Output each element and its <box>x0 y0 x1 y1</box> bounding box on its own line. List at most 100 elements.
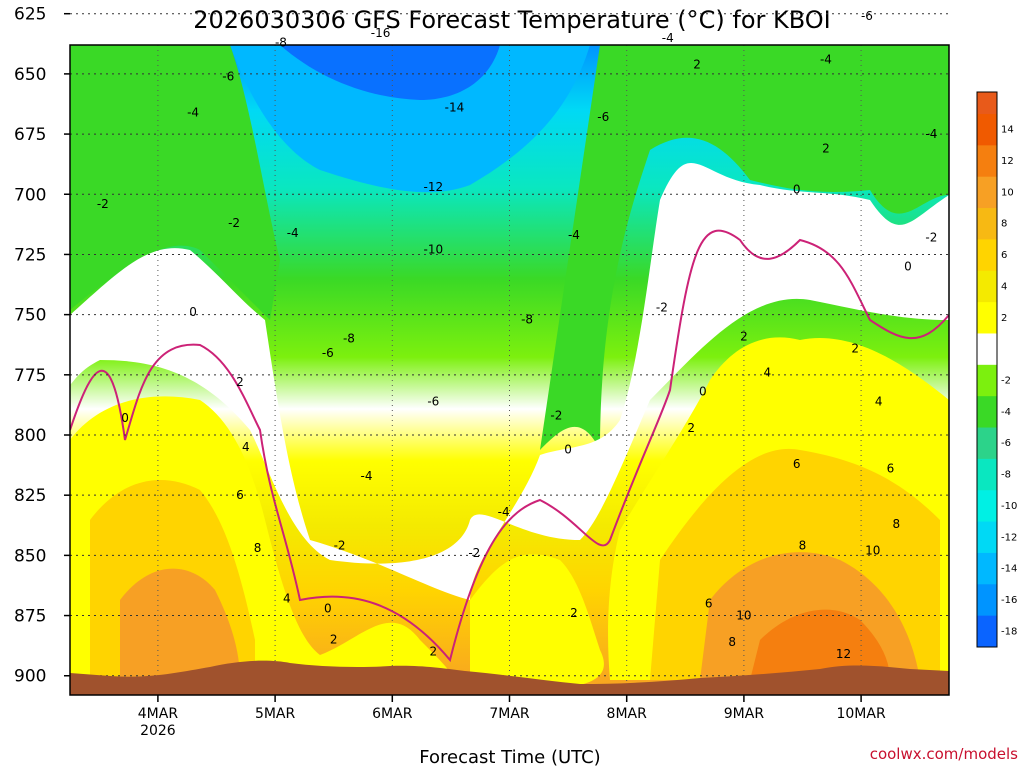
colorbar-label: -14 <box>1001 564 1017 575</box>
contour-label: -6 <box>597 110 609 124</box>
x-axis-title: Forecast Time (UTC) <box>419 747 600 768</box>
colorbar-label: -18 <box>1001 626 1017 637</box>
colorbar-label: 12 <box>1001 156 1014 167</box>
contour-label: -4 <box>498 505 510 519</box>
colorbar-swatch <box>977 396 997 429</box>
y-tick-label: 625 <box>14 5 46 25</box>
y-axis: 625 650 675 700 725 750 775 800 825 850 875 900 <box>14 5 70 687</box>
band-green-upper-left <box>70 45 280 320</box>
contour-label: 12 <box>836 647 851 661</box>
colorbar-swatch <box>977 176 997 209</box>
contour-label: 2 <box>570 606 578 620</box>
y-tick-label: 675 <box>14 125 46 145</box>
band-green-right <box>540 45 949 450</box>
band-coldest <box>280 45 500 100</box>
contour-label: -16 <box>371 26 391 40</box>
contour-label: 6 <box>887 462 895 476</box>
colorbar-label: 14 <box>1001 125 1014 136</box>
contour-label: -4 <box>662 31 674 45</box>
contour-label: 2 <box>429 645 437 659</box>
ground-terrain <box>70 660 949 695</box>
contour-label: 2 <box>687 421 695 435</box>
chart-title: 2026030306 GFS Forecast Temperature (°C)… <box>193 6 831 34</box>
contour-label: 0 <box>699 385 707 399</box>
contour-labels: -16 -14 -12 -10 -8 -8 -8 -6 -6 -6 -6 -6 -4 -4 -4 -4 -4 -4… <box>97 9 938 661</box>
colorbar-label: 2 <box>1001 313 1007 324</box>
band-warmest-right <box>750 609 890 680</box>
contour-label: -2 <box>228 216 240 230</box>
x-tick-label: 7MAR <box>489 706 530 722</box>
colorbar-swatch <box>977 364 997 397</box>
contour-label: -6 <box>222 69 234 83</box>
contour-label: 2 <box>236 375 244 389</box>
colorbar-swatch <box>977 490 997 523</box>
colorbar-swatch <box>977 114 997 146</box>
colorbar-swatch <box>977 208 997 240</box>
colorbar-label: -10 <box>1001 501 1017 512</box>
colorbar-swatch <box>977 458 997 491</box>
x-tick-label: 4MAR <box>138 706 179 722</box>
contour-label: 6 <box>705 597 713 611</box>
contour-label: -4 <box>361 469 373 483</box>
contour-label: -14 <box>445 101 465 115</box>
contour-label: 6 <box>236 488 244 502</box>
contour-label: 8 <box>799 539 807 553</box>
contour-label: -8 <box>521 312 533 326</box>
x-tick-label: 10MAR <box>836 706 885 722</box>
contour-label: 4 <box>242 440 250 454</box>
contour-label: 10 <box>865 544 880 558</box>
y-tick-label: 700 <box>14 185 46 205</box>
band-deep-orange-left <box>120 568 240 680</box>
x-tick-label: 5MAR <box>255 706 296 722</box>
contour-label: 2 <box>822 142 830 156</box>
contour-label: -2 <box>97 197 109 211</box>
zero-degree-contour <box>70 229 949 663</box>
contour-label: 10 <box>736 609 751 623</box>
colorbar-swatch <box>977 145 997 178</box>
band-cold-core <box>230 45 590 193</box>
contour-label: -2 <box>468 546 480 560</box>
contour-label: 0 <box>793 182 801 196</box>
contour-label: -6 <box>861 9 873 23</box>
colorbar: 14 12 10 8 6 4 2 -2 -4 -6 -8 -10 -12 -14 -16 -18 <box>976 91 1017 648</box>
colorbar-label: 10 <box>1001 187 1014 198</box>
contour-label: -2 <box>550 409 562 423</box>
colorbar-label: -8 <box>1001 470 1011 481</box>
colorbar-swatch <box>977 270 997 303</box>
y-tick-label: 650 <box>14 65 46 85</box>
band-white-left <box>70 163 949 600</box>
contour-label: 2 <box>693 57 701 71</box>
contour-label: 8 <box>254 541 262 555</box>
contour-label: -8 <box>343 332 355 346</box>
contour-label: -2 <box>656 300 668 314</box>
colorbar-swatch <box>977 427 997 460</box>
colorbar-label: 8 <box>1001 219 1007 230</box>
contour-label: -4 <box>287 226 299 240</box>
colorbar-swatch <box>977 333 997 366</box>
colorbar-swatch <box>977 521 997 554</box>
contour-label: 0 <box>904 259 912 273</box>
contour-label: 2 <box>851 341 859 355</box>
contour-label: 4 <box>764 365 772 379</box>
credit-text: coolwx.com/models <box>870 745 1018 763</box>
colorbar-frame <box>976 91 998 648</box>
x-tick-label: 8MAR <box>607 706 648 722</box>
contour-label: 4 <box>875 394 883 408</box>
y-tick-label: 900 <box>14 667 46 687</box>
y-tick-label: 850 <box>14 546 46 566</box>
y-tick-label: 825 <box>14 486 46 506</box>
contour-label: 8 <box>892 517 900 531</box>
contour-label: -2 <box>334 539 346 553</box>
contour-label: -4 <box>187 105 199 119</box>
contour-label: 0 <box>324 601 332 615</box>
y-tick-label: 875 <box>14 607 46 627</box>
contour-label: 2 <box>740 329 748 343</box>
y-tick-label: 750 <box>14 306 46 326</box>
colorbar-label: 4 <box>1001 281 1007 292</box>
colorbar-label: -2 <box>1001 376 1011 387</box>
contour-label: 0 <box>189 305 197 319</box>
plot-area <box>70 45 949 695</box>
colorbar-swatch <box>977 584 997 617</box>
contour-label: -8 <box>275 36 287 50</box>
